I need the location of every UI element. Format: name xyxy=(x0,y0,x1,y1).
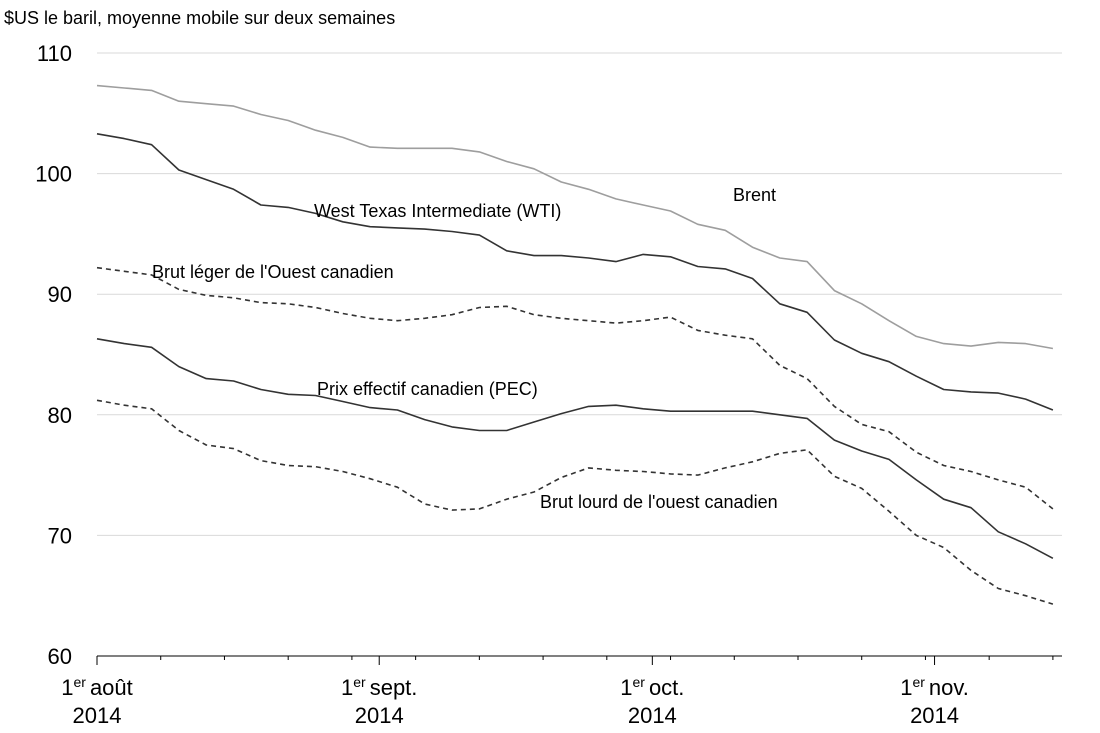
series-line-brut-le-ger-de-l-ouest-canadien xyxy=(96,266,1054,510)
x-tick-label: 1er août xyxy=(61,674,133,700)
series-line-west-texas-intermediate-wti xyxy=(96,133,1054,411)
y-tick-label: 80 xyxy=(48,403,72,428)
y-tick-label: 60 xyxy=(48,644,72,669)
series-annotations: Brent West Texas Intermediate (WTI) Brut l… xyxy=(152,185,778,512)
x-tick-label: 1er sept. xyxy=(341,674,417,700)
y-tick-label: 100 xyxy=(35,162,72,187)
y-axis-label: $US le baril, moyenne mobile sur deux se… xyxy=(4,8,396,28)
annotation-west-texas-intermediate-wti: West Texas Intermediate (WTI) xyxy=(314,201,561,221)
y-tick-label: 70 xyxy=(48,523,72,548)
series-line-prix-effectif-canadien-pec xyxy=(96,338,1054,560)
series-lines xyxy=(96,84,1054,605)
series-line-brent xyxy=(96,84,1054,350)
x-tick-year: 2014 xyxy=(355,703,404,728)
y-tick-label: 90 xyxy=(48,282,72,307)
x-tick-year: 2014 xyxy=(910,703,959,728)
x-tick-year: 2014 xyxy=(73,703,122,728)
annotation-brut-le-ger-de-l-ouest-canadien: Brut léger de l'Ouest canadien xyxy=(152,262,394,282)
series-line-brut-lourd-de-l-ouest-canadien xyxy=(96,399,1054,605)
x-tick-label: 1er nov. xyxy=(900,674,969,700)
x-tick-year: 2014 xyxy=(628,703,677,728)
y-axis: 60 70 80 90 100 110 xyxy=(35,41,72,669)
annotation-brut-lourd-de-l-ouest-canadien: Brut lourd de l'ouest canadien xyxy=(540,492,778,512)
annotation-brent: Brent xyxy=(733,185,776,205)
x-axis: 1er août 2014 1er sept. 2014 1er oct. 2014 1er nov… xyxy=(61,655,1062,728)
x-tick-label: 1er oct. xyxy=(620,674,684,700)
y-tick-label: 110 xyxy=(37,41,72,66)
gridlines xyxy=(97,52,1062,536)
annotation-prix-effectif-canadien-pec: Prix effectif canadien (PEC) xyxy=(317,379,538,399)
